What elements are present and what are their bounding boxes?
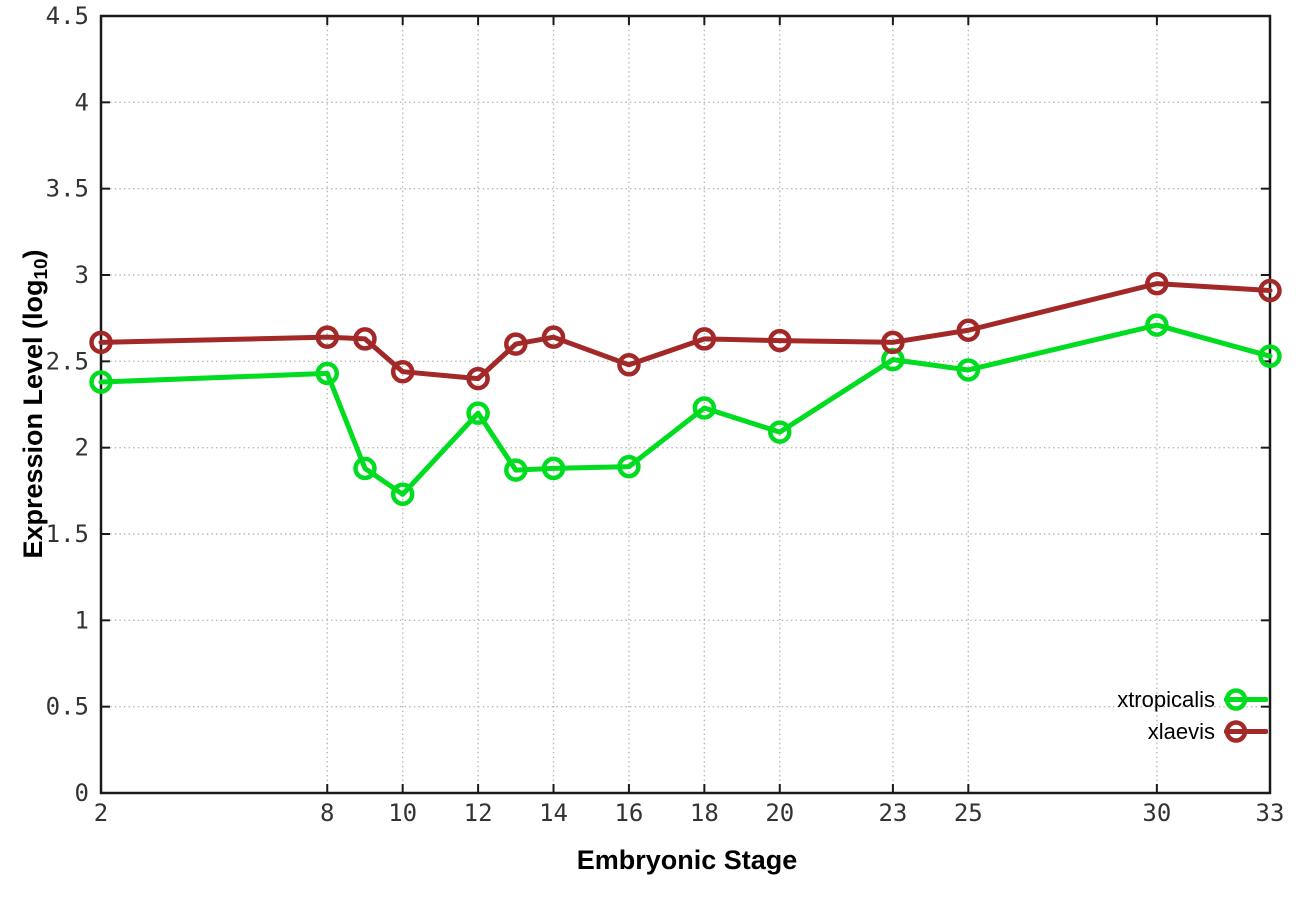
y-tick-label: 2.5 xyxy=(46,347,89,375)
data-point-xtropicalis-10 xyxy=(390,482,415,507)
y-tick-label: 0.5 xyxy=(46,693,89,721)
tick-marks xyxy=(100,15,1271,794)
data-point-xtropicalis-18 xyxy=(692,396,717,420)
legend-marker-xlaevis xyxy=(1224,720,1268,743)
x-tick-label: 23 xyxy=(878,799,907,827)
data-point-xtropicalis-9 xyxy=(353,456,377,481)
data-point-xtropicalis-14 xyxy=(541,456,566,481)
series-line-xlaevis xyxy=(98,281,1273,382)
x-tick-label: 8 xyxy=(320,799,334,827)
data-point-xtropicalis-12 xyxy=(466,401,490,425)
series-xlaevis xyxy=(89,271,1282,391)
data-point-xtropicalis-30 xyxy=(1145,313,1169,337)
x-tick-label: 14 xyxy=(539,799,568,827)
data-point-xtropicalis-33 xyxy=(1258,344,1282,368)
x-tick-label: 25 xyxy=(954,799,983,827)
x-axis-label: Embryonic Stage xyxy=(576,845,798,875)
y-tick-label: 2 xyxy=(75,434,89,462)
data-point-xtropicalis-13 xyxy=(504,458,528,482)
data-point-xlaevis-9 xyxy=(353,327,377,351)
data-point-xlaevis-18 xyxy=(692,327,717,351)
legend-entry-xtropicalis: xtropicalis xyxy=(1117,686,1268,713)
data-point-xtropicalis-25 xyxy=(956,358,981,382)
data-point-xlaevis-2 xyxy=(89,330,113,355)
series-line-xtropicalis xyxy=(98,322,1273,497)
y-tick-label: 4.5 xyxy=(46,2,89,30)
data-point-xlaevis-23 xyxy=(881,330,905,355)
data-point-xtropicalis-2 xyxy=(89,370,113,394)
y-tick-label: 0 xyxy=(75,779,89,807)
data-point-xlaevis-20 xyxy=(768,328,792,353)
y-axis-label: Expression Level (log10) xyxy=(17,249,53,558)
y-tick-label: 1.5 xyxy=(46,520,89,548)
x-tick-label: 12 xyxy=(464,799,493,827)
y-tick-label: 3 xyxy=(75,261,89,289)
data-point-xtropicalis-16 xyxy=(617,454,641,479)
data-point-xlaevis-30 xyxy=(1145,271,1169,296)
data-point-xlaevis-16 xyxy=(617,353,641,377)
data-point-xtropicalis-8 xyxy=(315,361,340,386)
data-point-xlaevis-13 xyxy=(504,332,528,356)
data-point-xlaevis-33 xyxy=(1258,278,1282,303)
x-tick-label: 18 xyxy=(690,799,719,827)
plot-border xyxy=(99,14,1272,795)
y-tick-label: 1 xyxy=(75,606,89,634)
y-axis-label-close: ) xyxy=(18,249,48,259)
tick-labels: 0 0.5 1 1.5 2 2.5 3 3.5 4 4.5 2 8 10 12 14 16 18 20 23 25 30… xyxy=(46,2,1285,827)
legend-label: xtropicalis xyxy=(1117,686,1215,712)
data-point-xlaevis-12 xyxy=(466,366,490,391)
x-tick-label: 20 xyxy=(765,799,794,827)
x-tick-label: 30 xyxy=(1142,799,1171,827)
x-tick-label: 16 xyxy=(614,799,643,827)
legend-marker-xtropicalis xyxy=(1224,688,1268,711)
data-point-xlaevis-25 xyxy=(956,318,981,343)
y-tick-label: 3.5 xyxy=(46,175,89,203)
y-axis-label-text: Expression Level (log xyxy=(18,279,48,559)
data-point-xtropicalis-20 xyxy=(768,420,792,444)
data-point-xlaevis-14 xyxy=(541,325,566,349)
legend-label: xlaevis xyxy=(1147,718,1215,744)
legend-entry-xlaevis: xlaevis xyxy=(1148,718,1268,745)
legend: xtropicalis xlaevis xyxy=(1117,686,1268,745)
x-tick-label: 2 xyxy=(94,799,108,827)
gridlines xyxy=(101,16,1270,793)
data-point-xlaevis-8 xyxy=(315,325,340,349)
x-tick-label: 33 xyxy=(1256,799,1285,827)
y-axis-label-subscript: 10 xyxy=(30,258,52,280)
y-tick-label: 4 xyxy=(75,88,89,116)
x-tick-label: 10 xyxy=(388,799,417,827)
data-point-xlaevis-10 xyxy=(390,359,415,384)
